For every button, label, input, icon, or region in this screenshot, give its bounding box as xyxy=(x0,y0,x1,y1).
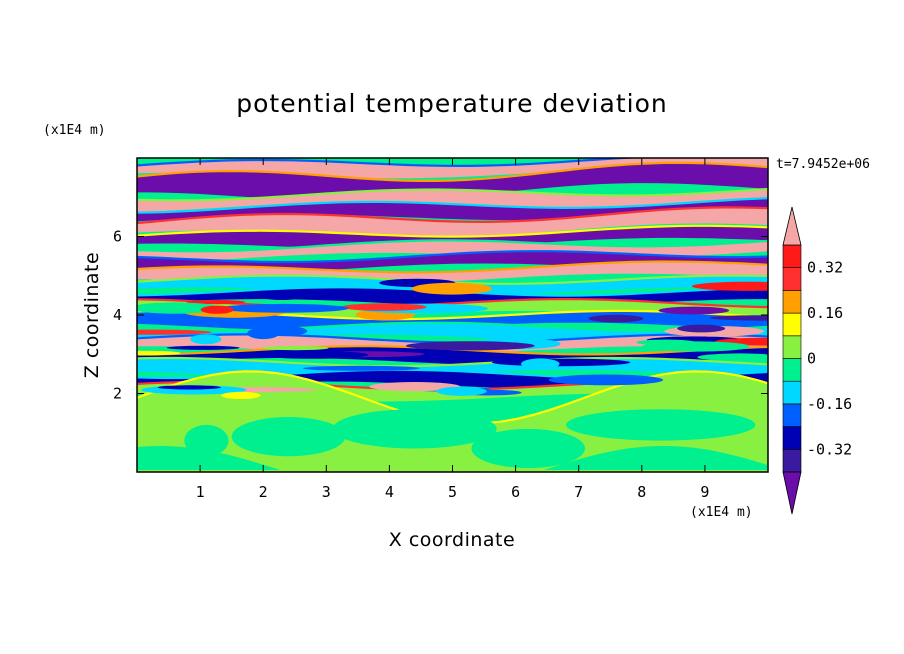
x-tick-label-5: 5 xyxy=(448,483,457,501)
streak-43 xyxy=(166,345,240,350)
streak-30 xyxy=(642,341,750,352)
streak-21 xyxy=(302,365,420,371)
streak-8 xyxy=(697,353,768,361)
colorbar-bin-1 xyxy=(782,426,802,450)
colorbar-bin-8 xyxy=(782,267,802,291)
x-axis-label: X coordinate xyxy=(389,529,515,551)
streak-10 xyxy=(548,374,664,386)
colorbar-bin-2 xyxy=(782,403,802,427)
colorbar-bin-3 xyxy=(782,380,802,405)
lower-patch-4 xyxy=(566,409,756,441)
band-edge-2 xyxy=(137,187,768,202)
streak-33 xyxy=(341,303,427,311)
x-tick-label-4: 4 xyxy=(385,483,394,501)
streak-37 xyxy=(436,386,487,396)
y-ticks: 2 4 6 xyxy=(113,228,768,403)
colorbar-bin-6 xyxy=(782,312,802,337)
streak-38 xyxy=(219,303,349,313)
colorbar-label-0: 0.32 xyxy=(807,259,843,277)
lower-patch-0 xyxy=(184,424,229,457)
colorbar-label-4: -0.32 xyxy=(807,440,852,458)
colorbar-label-2: 0 xyxy=(807,350,816,368)
streak-28 xyxy=(405,341,535,351)
streak-6 xyxy=(588,314,644,323)
lower-patch-1 xyxy=(231,417,346,457)
band-edge-6 xyxy=(137,239,768,253)
contour-field xyxy=(137,158,768,472)
band-1 xyxy=(137,162,768,202)
band-edge-11 xyxy=(137,297,768,309)
band-edge-7 xyxy=(137,250,768,264)
streak-19 xyxy=(137,329,212,335)
streak-42 xyxy=(137,302,221,314)
colorbar-extend-top xyxy=(782,206,802,246)
colorbar-extend-bottom xyxy=(782,471,802,515)
x-unit-label: (x1E4 m) xyxy=(690,505,753,520)
y-axis-label: Z coordinate xyxy=(81,252,103,378)
time-label: t=7.9452e+06 xyxy=(776,157,870,172)
band-edge-5 xyxy=(137,224,768,238)
band-edge-3 xyxy=(137,197,768,214)
band-edge-8 xyxy=(137,260,768,274)
chart-title: potential temperature deviation xyxy=(236,89,667,118)
colorbar-label-3: -0.16 xyxy=(807,395,852,413)
x-tick-label-9: 9 xyxy=(700,483,709,501)
streak-22 xyxy=(221,391,261,399)
x-tick-label-6: 6 xyxy=(511,483,520,501)
streak-32 xyxy=(369,382,461,392)
streak-36 xyxy=(247,327,280,340)
streak-11 xyxy=(691,281,768,291)
streak-39 xyxy=(352,294,421,302)
streak-34 xyxy=(658,306,730,315)
x-ticks: 1 2 3 4 5 6 7 8 9 xyxy=(196,158,709,501)
streak-18 xyxy=(264,295,300,301)
streak-25 xyxy=(521,358,560,370)
y-tick-label-2: 2 xyxy=(113,385,122,403)
colorbar: 0.32 0.16 0 -0.16 -0.32 xyxy=(782,206,852,515)
streak-44 xyxy=(200,305,234,314)
band-edge-16 xyxy=(137,356,768,368)
streak-35 xyxy=(709,315,768,321)
streak-45 xyxy=(257,350,369,359)
lower-patch-2 xyxy=(332,409,497,449)
colorbar-bin-4 xyxy=(782,358,802,382)
y-tick-label-4: 4 xyxy=(113,306,122,324)
streak-40 xyxy=(677,324,726,333)
colorbar-label-1: 0.16 xyxy=(807,304,843,322)
band-edge-4 xyxy=(137,206,768,225)
streak-2 xyxy=(491,358,631,367)
streak-23 xyxy=(190,334,222,345)
x-tick-label-8: 8 xyxy=(637,483,646,501)
colorbar-bin-7 xyxy=(782,290,802,314)
colorbar-bin-0 xyxy=(782,448,802,473)
streak-16 xyxy=(186,300,246,305)
colorbar-bin-5 xyxy=(782,335,802,359)
streak-41 xyxy=(262,346,329,351)
x-tick-label-3: 3 xyxy=(322,483,331,501)
y-unit-label: (x1E4 m) xyxy=(43,123,106,138)
y-tick-label-6: 6 xyxy=(113,228,122,246)
streak-29 xyxy=(411,282,492,295)
colorbar-bin-9 xyxy=(782,244,802,269)
x-tick-label-7: 7 xyxy=(574,483,583,501)
streak-26 xyxy=(157,385,221,390)
x-tick-label-2: 2 xyxy=(259,483,268,501)
band-edge-1 xyxy=(137,161,768,182)
x-tick-label-1: 1 xyxy=(196,483,205,501)
streak-14 xyxy=(137,350,181,356)
band-edge-0 xyxy=(137,158,642,167)
lower-patch-3 xyxy=(471,428,586,469)
